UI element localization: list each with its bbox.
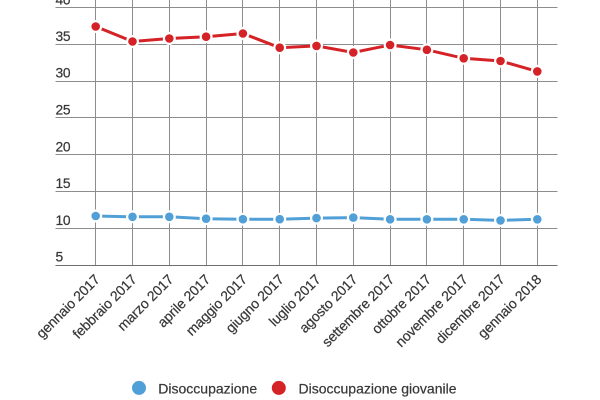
svg-text:35: 35 <box>56 29 71 44</box>
svg-text:5: 5 <box>56 250 64 265</box>
svg-text:40: 40 <box>56 0 71 7</box>
svg-text:Disoccupazione giovanile: Disoccupazione giovanile <box>299 381 457 397</box>
svg-text:30: 30 <box>56 66 71 81</box>
svg-text:15: 15 <box>56 176 71 191</box>
svg-text:25: 25 <box>56 103 71 118</box>
svg-text:Disoccupazione: Disoccupazione <box>158 381 257 397</box>
svg-text:10: 10 <box>56 213 71 228</box>
svg-text:20: 20 <box>56 139 71 154</box>
